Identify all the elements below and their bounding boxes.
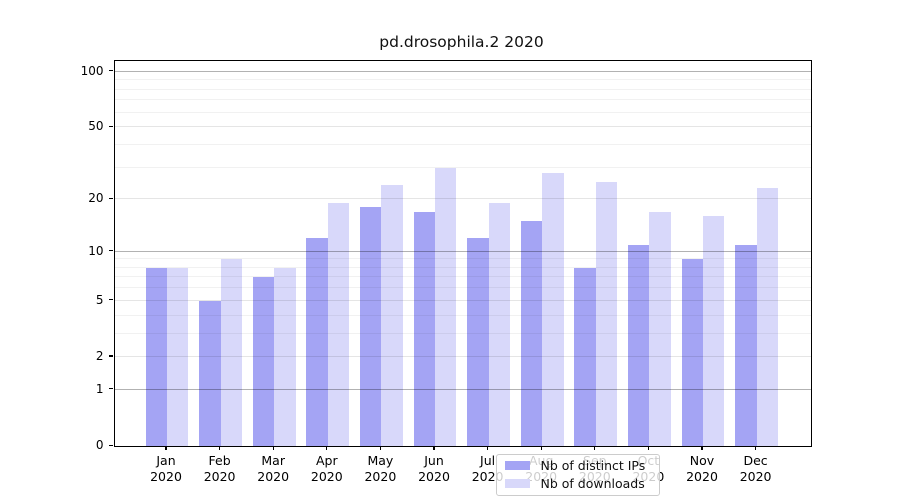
bar-nb-of-distinct-ips-aug [520, 221, 543, 446]
y-tick-label-10: 10 [88, 243, 104, 258]
legend-row-nb-of-downloads: Nb of downloads [497, 475, 659, 492]
x-tick-mark-sep [594, 446, 596, 450]
legend-swatch-icon [504, 461, 530, 470]
bar-nb-of-distinct-ips-mar [252, 277, 275, 446]
bar-nb-of-distinct-ips-dec [735, 244, 757, 446]
y-tick-label-50: 50 [88, 119, 104, 134]
gridline-60 [114, 111, 811, 113]
bar-nb-of-distinct-ips-sep [574, 267, 596, 446]
legend-label: Nb of downloads [540, 476, 645, 491]
y-tick-label-2: 2 [95, 348, 104, 363]
x-tick-label-jun: Jun 2020 [418, 453, 450, 484]
x-tick-mark-mar [272, 446, 274, 450]
gridline-2 [114, 355, 811, 357]
bar-nb-of-downloads-sep [595, 181, 618, 446]
bar-nb-of-downloads-aug [542, 172, 564, 446]
x-tick-label-nov: Nov 2020 [686, 453, 718, 484]
chart-title: pd.drosophila.2 2020 [379, 33, 544, 51]
legend-row-nb-of-distinct-ips: Nb of distinct IPs [497, 457, 659, 474]
legend-swatch-icon [504, 479, 530, 488]
bar-nb-of-distinct-ips-jan [145, 267, 167, 446]
gridline-4 [114, 314, 811, 316]
plot-area: Nb of distinct IPs Nb of downloads [113, 59, 812, 496]
x-tick-label-mar: Mar 2020 [257, 453, 290, 484]
x-tick-mark-nov [701, 446, 703, 450]
gridline-80 [114, 88, 811, 90]
bar-nb-of-downloads-nov [703, 216, 725, 446]
x-tick-label-feb: Feb 2020 [203, 453, 236, 484]
gridline-7 [114, 276, 811, 278]
bar-nb-of-downloads-jul [488, 203, 510, 446]
y-tick-mark-2 [109, 355, 113, 357]
gridline-40 [114, 143, 811, 145]
bar-nb-of-downloads-dec [756, 188, 778, 446]
legend: Nb of distinct IPs Nb of downloads [495, 453, 660, 496]
x-tick-label-may: May 2020 [364, 453, 397, 484]
y-tick-mark-5 [109, 299, 113, 301]
y-tick-mark-20 [109, 197, 113, 199]
y-tick-label-0: 0 [95, 438, 104, 452]
bar-nb-of-distinct-ips-feb [199, 300, 221, 446]
bar-nb-of-distinct-ips-jul [467, 238, 489, 446]
y-tick-label-5: 5 [95, 292, 104, 307]
gridline-5 [114, 299, 811, 301]
bar-nb-of-downloads-apr [327, 203, 350, 446]
gridline-1 [114, 388, 811, 390]
bar-nb-of-downloads-jan [167, 267, 189, 446]
bar-nb-of-distinct-ips-oct [628, 244, 650, 446]
y-tick-mark-50 [109, 125, 113, 127]
gridline-6 [114, 287, 811, 289]
y-tick-label-1: 1 [95, 381, 104, 396]
bar-nb-of-downloads-mar [274, 267, 296, 446]
x-tick-label-jan: Jan 2020 [150, 453, 182, 484]
gridline-20 [114, 198, 811, 200]
bar-nb-of-downloads-feb [220, 259, 242, 446]
y-tick-label-100: 100 [80, 63, 104, 78]
x-tick-mark-feb [219, 446, 221, 450]
bar-nb-of-downloads-jun [435, 167, 457, 446]
bar-nb-of-distinct-ips-may [360, 207, 382, 446]
gridline-10 [114, 250, 811, 252]
bar-nb-of-distinct-ips-nov [681, 259, 703, 446]
y-tick-label-20: 20 [88, 191, 104, 206]
bar-nb-of-downloads-oct [649, 211, 671, 446]
y-tick-mark-1 [109, 388, 113, 390]
gridline-100 [114, 70, 811, 72]
x-tick-label-dec: Dec 2020 [739, 453, 772, 484]
y-tick-mark-0 [109, 444, 113, 446]
x-tick-mark-apr [326, 446, 328, 450]
x-tick-mark-may [379, 446, 381, 450]
x-tick-mark-jan [165, 446, 167, 450]
x-tick-mark-jul [487, 446, 489, 450]
gridline-9 [114, 258, 811, 260]
bar-nb-of-distinct-ips-jun [413, 211, 435, 446]
x-tick-label-apr: Apr 2020 [310, 453, 343, 484]
gridline-30 [114, 166, 811, 168]
y-tick-mark-10 [109, 250, 113, 252]
y-tick-mark-100 [109, 70, 113, 72]
gridline-8 [114, 266, 811, 268]
x-tick-mark-oct [647, 446, 649, 450]
gridline-90 [114, 79, 811, 81]
x-tick-mark-dec [755, 446, 757, 450]
gridline-70 [114, 99, 811, 101]
gridline-3 [114, 332, 811, 334]
legend-label: Nb of distinct IPs [540, 458, 646, 473]
bar-nb-of-distinct-ips-apr [306, 238, 328, 446]
bar-nb-of-downloads-may [381, 185, 403, 446]
x-tick-mark-jun [433, 446, 435, 450]
gridline-50 [114, 126, 811, 128]
x-tick-mark-aug [540, 446, 542, 450]
